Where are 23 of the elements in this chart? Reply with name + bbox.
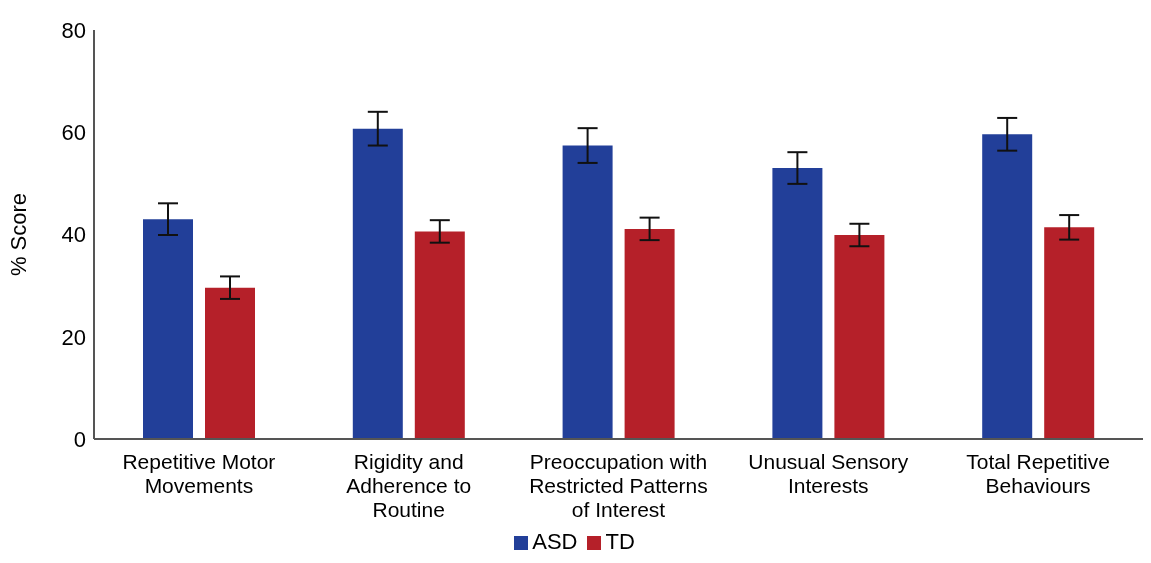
- y-tick-label: 80: [61, 17, 86, 43]
- bar: [624, 228, 675, 439]
- bar: [143, 219, 193, 439]
- bar: [352, 128, 403, 439]
- x-tick-label: Unusual Sensory Interests: [748, 450, 909, 497]
- legend-label: ASD: [532, 529, 578, 554]
- legend-label: TD: [605, 529, 635, 554]
- x-tick-label: Preoccupation with Restricted Patterns of Interest: [529, 450, 708, 521]
- bar: [562, 145, 613, 439]
- y-tick-label: 0: [73, 426, 86, 452]
- bar: [982, 134, 1033, 439]
- x-tick-label: Repetitive Motor Movements: [122, 450, 276, 497]
- x-tick-label: Total Repetitive Behaviours: [966, 450, 1110, 497]
- y-tick-label: 40: [61, 222, 86, 248]
- y-tick-label: 20: [61, 324, 86, 350]
- y-tick-label: 60: [61, 120, 86, 146]
- bar: [772, 168, 823, 439]
- x-tick-label: Rigidity and Adherence to Routine: [346, 450, 472, 521]
- bar: [205, 287, 255, 439]
- y-axis-title: % Score: [5, 192, 31, 277]
- bar: [1044, 227, 1095, 439]
- bar: [414, 231, 465, 439]
- bar: [834, 235, 885, 439]
